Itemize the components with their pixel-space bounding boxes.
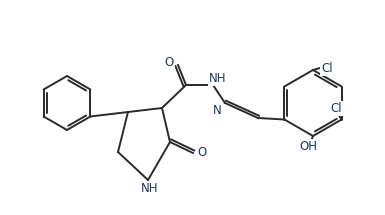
Text: NH: NH — [141, 183, 159, 195]
Text: NH: NH — [209, 72, 227, 84]
Text: O: O — [164, 55, 174, 69]
Text: N: N — [213, 103, 221, 117]
Text: Cl: Cl — [321, 61, 333, 75]
Text: Cl: Cl — [331, 102, 342, 115]
Text: OH: OH — [299, 140, 317, 154]
Text: O: O — [198, 146, 207, 160]
